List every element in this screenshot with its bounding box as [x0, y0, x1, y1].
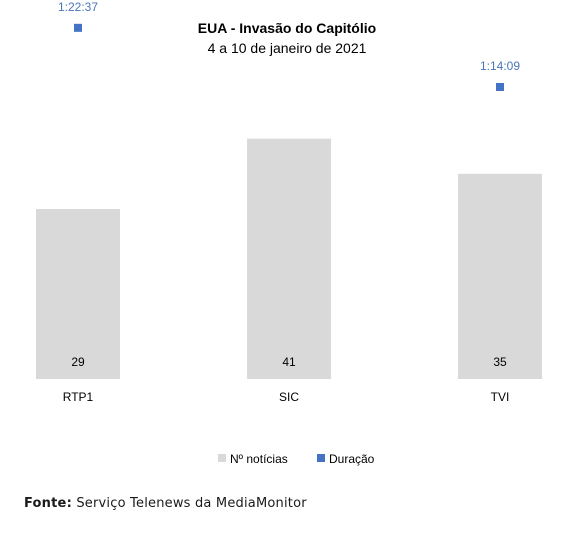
- source-note: Fonte: Serviço Telenews da MediaMonitor: [24, 496, 307, 511]
- bar-tvi: [458, 173, 542, 379]
- bar-value-label-tvi: 35: [493, 355, 507, 369]
- chart-title: EUA - Invasão do Capitólio: [198, 20, 376, 36]
- category-label-rtp1: RTP1: [63, 390, 94, 404]
- bar-sic: [247, 138, 331, 379]
- duration-label-rtp1: 1:22:37: [58, 0, 98, 14]
- legend-swatch-duracao: [317, 454, 325, 462]
- chart-subtitle: 4 a 10 de janeiro de 2021: [208, 40, 367, 56]
- duration-label-tvi: 1:14:09: [480, 59, 520, 73]
- category-label-sic: SIC: [279, 390, 299, 404]
- bar-rtp1: [36, 209, 120, 379]
- legend-swatch-noticias: [218, 454, 226, 462]
- duration-marker-rtp1: [74, 23, 82, 32]
- legend-label-duracao: Duração: [329, 452, 375, 466]
- bar-value-label-rtp1: 29: [71, 355, 85, 369]
- source-text: Serviço Telenews da MediaMonitor: [76, 496, 307, 511]
- duration-marker-tvi: [496, 83, 504, 91]
- bar-value-label-sic: 41: [282, 355, 296, 369]
- legend-label-noticias: Nº notícias: [230, 452, 288, 466]
- legend: Nº notícias Duração: [218, 452, 375, 466]
- source-label: Fonte:: [24, 496, 72, 511]
- category-label-tvi: TVI: [491, 390, 510, 404]
